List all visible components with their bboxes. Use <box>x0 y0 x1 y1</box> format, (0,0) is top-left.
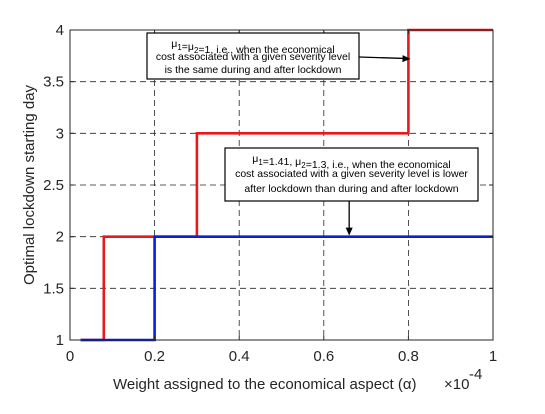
x-tick-label: 1 <box>489 348 497 365</box>
text-span: =1.41, μ <box>263 156 301 168</box>
x-axis-exponent: ×10 <box>444 376 469 393</box>
annotation-text-line: is the same during and after lockdown <box>165 64 342 76</box>
annotation-arrow-1 <box>358 56 405 60</box>
text-span: =1.3, i.e., when the economical <box>306 159 451 171</box>
text-span: =μ <box>182 41 194 53</box>
text-span: after lockdown than during and after loc… <box>244 183 458 195</box>
x-tick-label: 0.4 <box>229 348 250 365</box>
annotation-text-line: cost associated with a given severity le… <box>235 168 468 180</box>
y-tick-label: 3.5 <box>43 74 64 91</box>
text-span: cost associated with a given severity le… <box>235 168 468 180</box>
annotation-arrowhead-2 <box>345 227 353 236</box>
annotation-text-line: μ1=1.41, μ2=1.3, i.e., when the economic… <box>252 153 450 171</box>
axis-ticks: 0 0.2 0.4 0.6 0.8 1 1 1.5 2 2.5 3 3.5 4 <box>43 22 497 365</box>
subscript: 1 <box>258 158 263 167</box>
y-tick-label: 1.5 <box>43 280 64 297</box>
y-axis-label: Optimal lockdown starting day <box>21 84 38 285</box>
x-axis-exponent-power: -4 <box>469 366 482 383</box>
y-tick-label: 1 <box>56 332 64 349</box>
annotation-text-line: after lockdown than during and after loc… <box>244 183 458 195</box>
text-span: cost associated with a given severity le… <box>156 51 350 63</box>
x-tick-label: 0.2 <box>144 348 165 365</box>
annotation-box-2 <box>224 147 479 202</box>
y-tick-label: 2.5 <box>43 177 64 194</box>
text-span: μ <box>171 38 177 50</box>
x-tick-label: 0 <box>66 348 74 365</box>
annotation-text-line: μ1=μ2=1, i.e., when the economical <box>171 38 334 56</box>
annotation-box-1 <box>146 32 360 80</box>
y-tick-label: 2 <box>56 229 64 246</box>
subscript: 2 <box>194 46 199 55</box>
subscript: 2 <box>301 161 306 170</box>
text-span: =1, i.e., when the economical <box>198 44 334 56</box>
text-span: μ <box>252 153 258 165</box>
subscript: 1 <box>177 43 182 52</box>
y-tick-label: 3 <box>56 125 64 142</box>
annotation-arrowhead-1 <box>402 55 411 63</box>
text-span: is the same during and after lockdown <box>165 64 342 76</box>
y-tick-label: 4 <box>56 22 64 39</box>
x-tick-label: 0.8 <box>398 348 419 365</box>
x-axis-label: Weight assigned to the economical aspect… <box>113 376 417 393</box>
x-tick-label: 0.6 <box>313 348 334 365</box>
annotation-text-line: cost associated with a given severity le… <box>156 51 350 63</box>
series-line-1 <box>80 28 493 342</box>
